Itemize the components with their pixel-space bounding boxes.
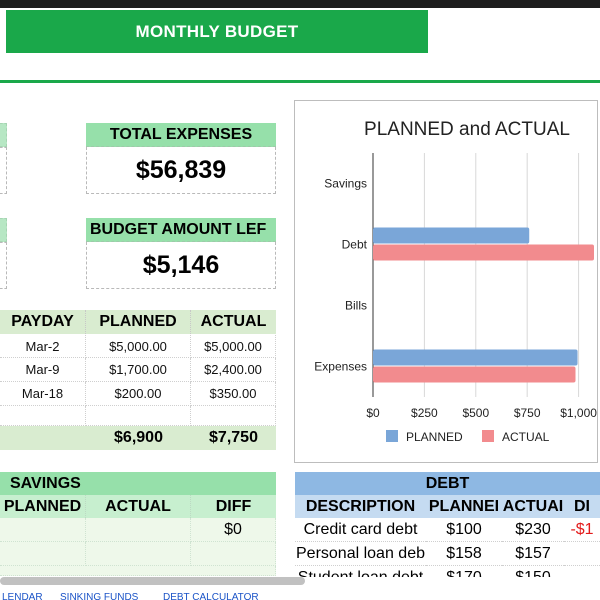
income-row-empty-actual[interactable] bbox=[191, 406, 276, 426]
savings-col-actual: ACTUAL bbox=[86, 495, 191, 518]
debt-row-1-planned[interactable]: $100 bbox=[426, 518, 502, 542]
savings-row-2-diff[interactable] bbox=[191, 542, 276, 566]
income-col-planned: PLANNED bbox=[86, 310, 191, 334]
budget-left-value[interactable]: $5,146 bbox=[86, 242, 276, 289]
planned-actual-chart[interactable]: PLANNED and ACTUAL Savings Debt Bills Expen… bbox=[294, 100, 598, 463]
page-title: MONTHLY BUDGET bbox=[6, 10, 428, 53]
debt-title: DEBT bbox=[295, 472, 600, 495]
legend-label: ACTUAL bbox=[502, 430, 550, 444]
income-total-actual: $7,750 bbox=[191, 426, 276, 450]
budget-card-value-cut bbox=[0, 242, 7, 289]
income-card-header-cut bbox=[0, 123, 7, 147]
income-row-2-planned[interactable]: $1,700.00 bbox=[86, 358, 191, 382]
chart-x-tick-label: $750 bbox=[514, 406, 541, 420]
savings-title: SAVINGS bbox=[0, 472, 276, 495]
budget-card-header-cut bbox=[0, 218, 7, 242]
chart-x-tick-label: $500 bbox=[462, 406, 489, 420]
savings-row-3[interactable] bbox=[0, 566, 276, 576]
total-expenses-label: TOTAL EXPENSES bbox=[86, 123, 276, 147]
savings-row-1-diff[interactable]: $0 bbox=[191, 518, 276, 542]
debt-row-2-planned[interactable]: $158 bbox=[426, 542, 502, 566]
chart-x-tick-label: $250 bbox=[411, 406, 438, 420]
chart-x-tick-label: $1,000 bbox=[560, 406, 597, 420]
income-col-actual: ACTUAL bbox=[191, 310, 276, 334]
horizontal-scrollbar[interactable] bbox=[0, 577, 305, 585]
tab-calendar[interactable]: LENDAR bbox=[2, 592, 43, 600]
savings-col-diff: DIFF bbox=[191, 495, 276, 518]
chart-svg: PLANNED and ACTUAL Savings Debt Bills Expen… bbox=[314, 119, 597, 444]
debt-row-1-actual[interactable]: $230 bbox=[502, 518, 564, 542]
chart-bar-planned[interactable] bbox=[373, 349, 578, 366]
chart-x-tick-labels: $0 $250 $500 $750 $1,000 bbox=[366, 406, 597, 420]
debt-row-3-planned[interactable]: $170 bbox=[426, 566, 502, 577]
debt-row-3-description[interactable]: Student loan debt bbox=[295, 566, 426, 577]
chart-title: PLANNED and ACTUAL bbox=[364, 119, 570, 140]
income-row-2-actual[interactable]: $2,400.00 bbox=[191, 358, 276, 382]
chart-category-label: Expenses bbox=[314, 360, 367, 374]
debt-col-diff: DI bbox=[564, 495, 600, 518]
chart-bar-planned[interactable] bbox=[373, 227, 530, 244]
legend-swatch bbox=[482, 430, 494, 442]
income-total-planned: $6,900 bbox=[86, 426, 191, 450]
debt-col-planned: PLANNEI bbox=[426, 495, 502, 518]
chart-bar-actual[interactable] bbox=[373, 244, 594, 261]
debt-col-actual: ACTUAI bbox=[502, 495, 564, 518]
chart-legend: PLANNED ACTUAL bbox=[386, 430, 550, 444]
savings-row-2-actual[interactable] bbox=[86, 542, 191, 566]
debt-row-3-actual[interactable]: $150 bbox=[502, 566, 564, 577]
debt-row-3-clip: Student loan debt $170 $150 bbox=[295, 566, 600, 577]
debt-row-2-description[interactable]: Personal loan deb bbox=[295, 542, 426, 566]
window-top-bar bbox=[0, 0, 600, 8]
budget-left-label: BUDGET AMOUNT LEF bbox=[86, 218, 276, 242]
income-row-1-payday[interactable]: Mar-2 bbox=[0, 335, 86, 358]
income-row-empty-planned[interactable] bbox=[86, 406, 191, 426]
income-row-3-actual[interactable]: $350.00 bbox=[191, 382, 276, 406]
chart-category-label: Bills bbox=[345, 299, 367, 313]
savings-col-planned: PLANNED bbox=[0, 495, 86, 518]
tab-sinking-funds[interactable]: SINKING FUNDS bbox=[60, 592, 139, 600]
income-card-value-cut bbox=[0, 147, 7, 194]
chart-bar-actual[interactable] bbox=[373, 366, 576, 383]
chart-category-label: Debt bbox=[342, 238, 368, 252]
chart-category-labels: Savings Debt Bills Expenses bbox=[314, 177, 367, 374]
title-underline bbox=[0, 80, 600, 83]
savings-row-2-planned[interactable] bbox=[0, 542, 86, 566]
debt-row-1-diff[interactable]: -$1 bbox=[564, 518, 600, 542]
chart-bars bbox=[373, 227, 594, 383]
income-col-payday: PAYDAY bbox=[0, 310, 86, 334]
debt-row-2-diff[interactable] bbox=[564, 542, 600, 566]
tab-debt-calculator[interactable]: DEBT CALCULATOR bbox=[163, 592, 259, 600]
legend-label: PLANNED bbox=[406, 430, 463, 444]
income-row-empty-payday[interactable] bbox=[0, 406, 86, 426]
income-row-1-planned[interactable]: $5,000.00 bbox=[86, 335, 191, 358]
income-row-3-planned[interactable]: $200.00 bbox=[86, 382, 191, 406]
income-row-2-payday[interactable]: Mar-9 bbox=[0, 358, 86, 382]
income-row-3-payday[interactable]: Mar-18 bbox=[0, 382, 86, 406]
legend-swatch bbox=[386, 430, 398, 442]
debt-row-1-description[interactable]: Credit card debt bbox=[295, 518, 426, 542]
chart-x-tick-label: $0 bbox=[366, 406, 380, 420]
sheet-tabs: LENDAR SINKING FUNDS DEBT CALCULATOR bbox=[0, 588, 600, 600]
savings-row-1-planned[interactable] bbox=[0, 518, 86, 542]
chart-category-label: Savings bbox=[324, 177, 367, 191]
total-expenses-value[interactable]: $56,839 bbox=[86, 147, 276, 194]
income-row-1-actual[interactable]: $5,000.00 bbox=[191, 335, 276, 358]
savings-row-1-actual[interactable] bbox=[86, 518, 191, 542]
debt-col-description: DESCRIPTION bbox=[295, 495, 426, 518]
debt-row-2-actual[interactable]: $157 bbox=[502, 542, 564, 566]
